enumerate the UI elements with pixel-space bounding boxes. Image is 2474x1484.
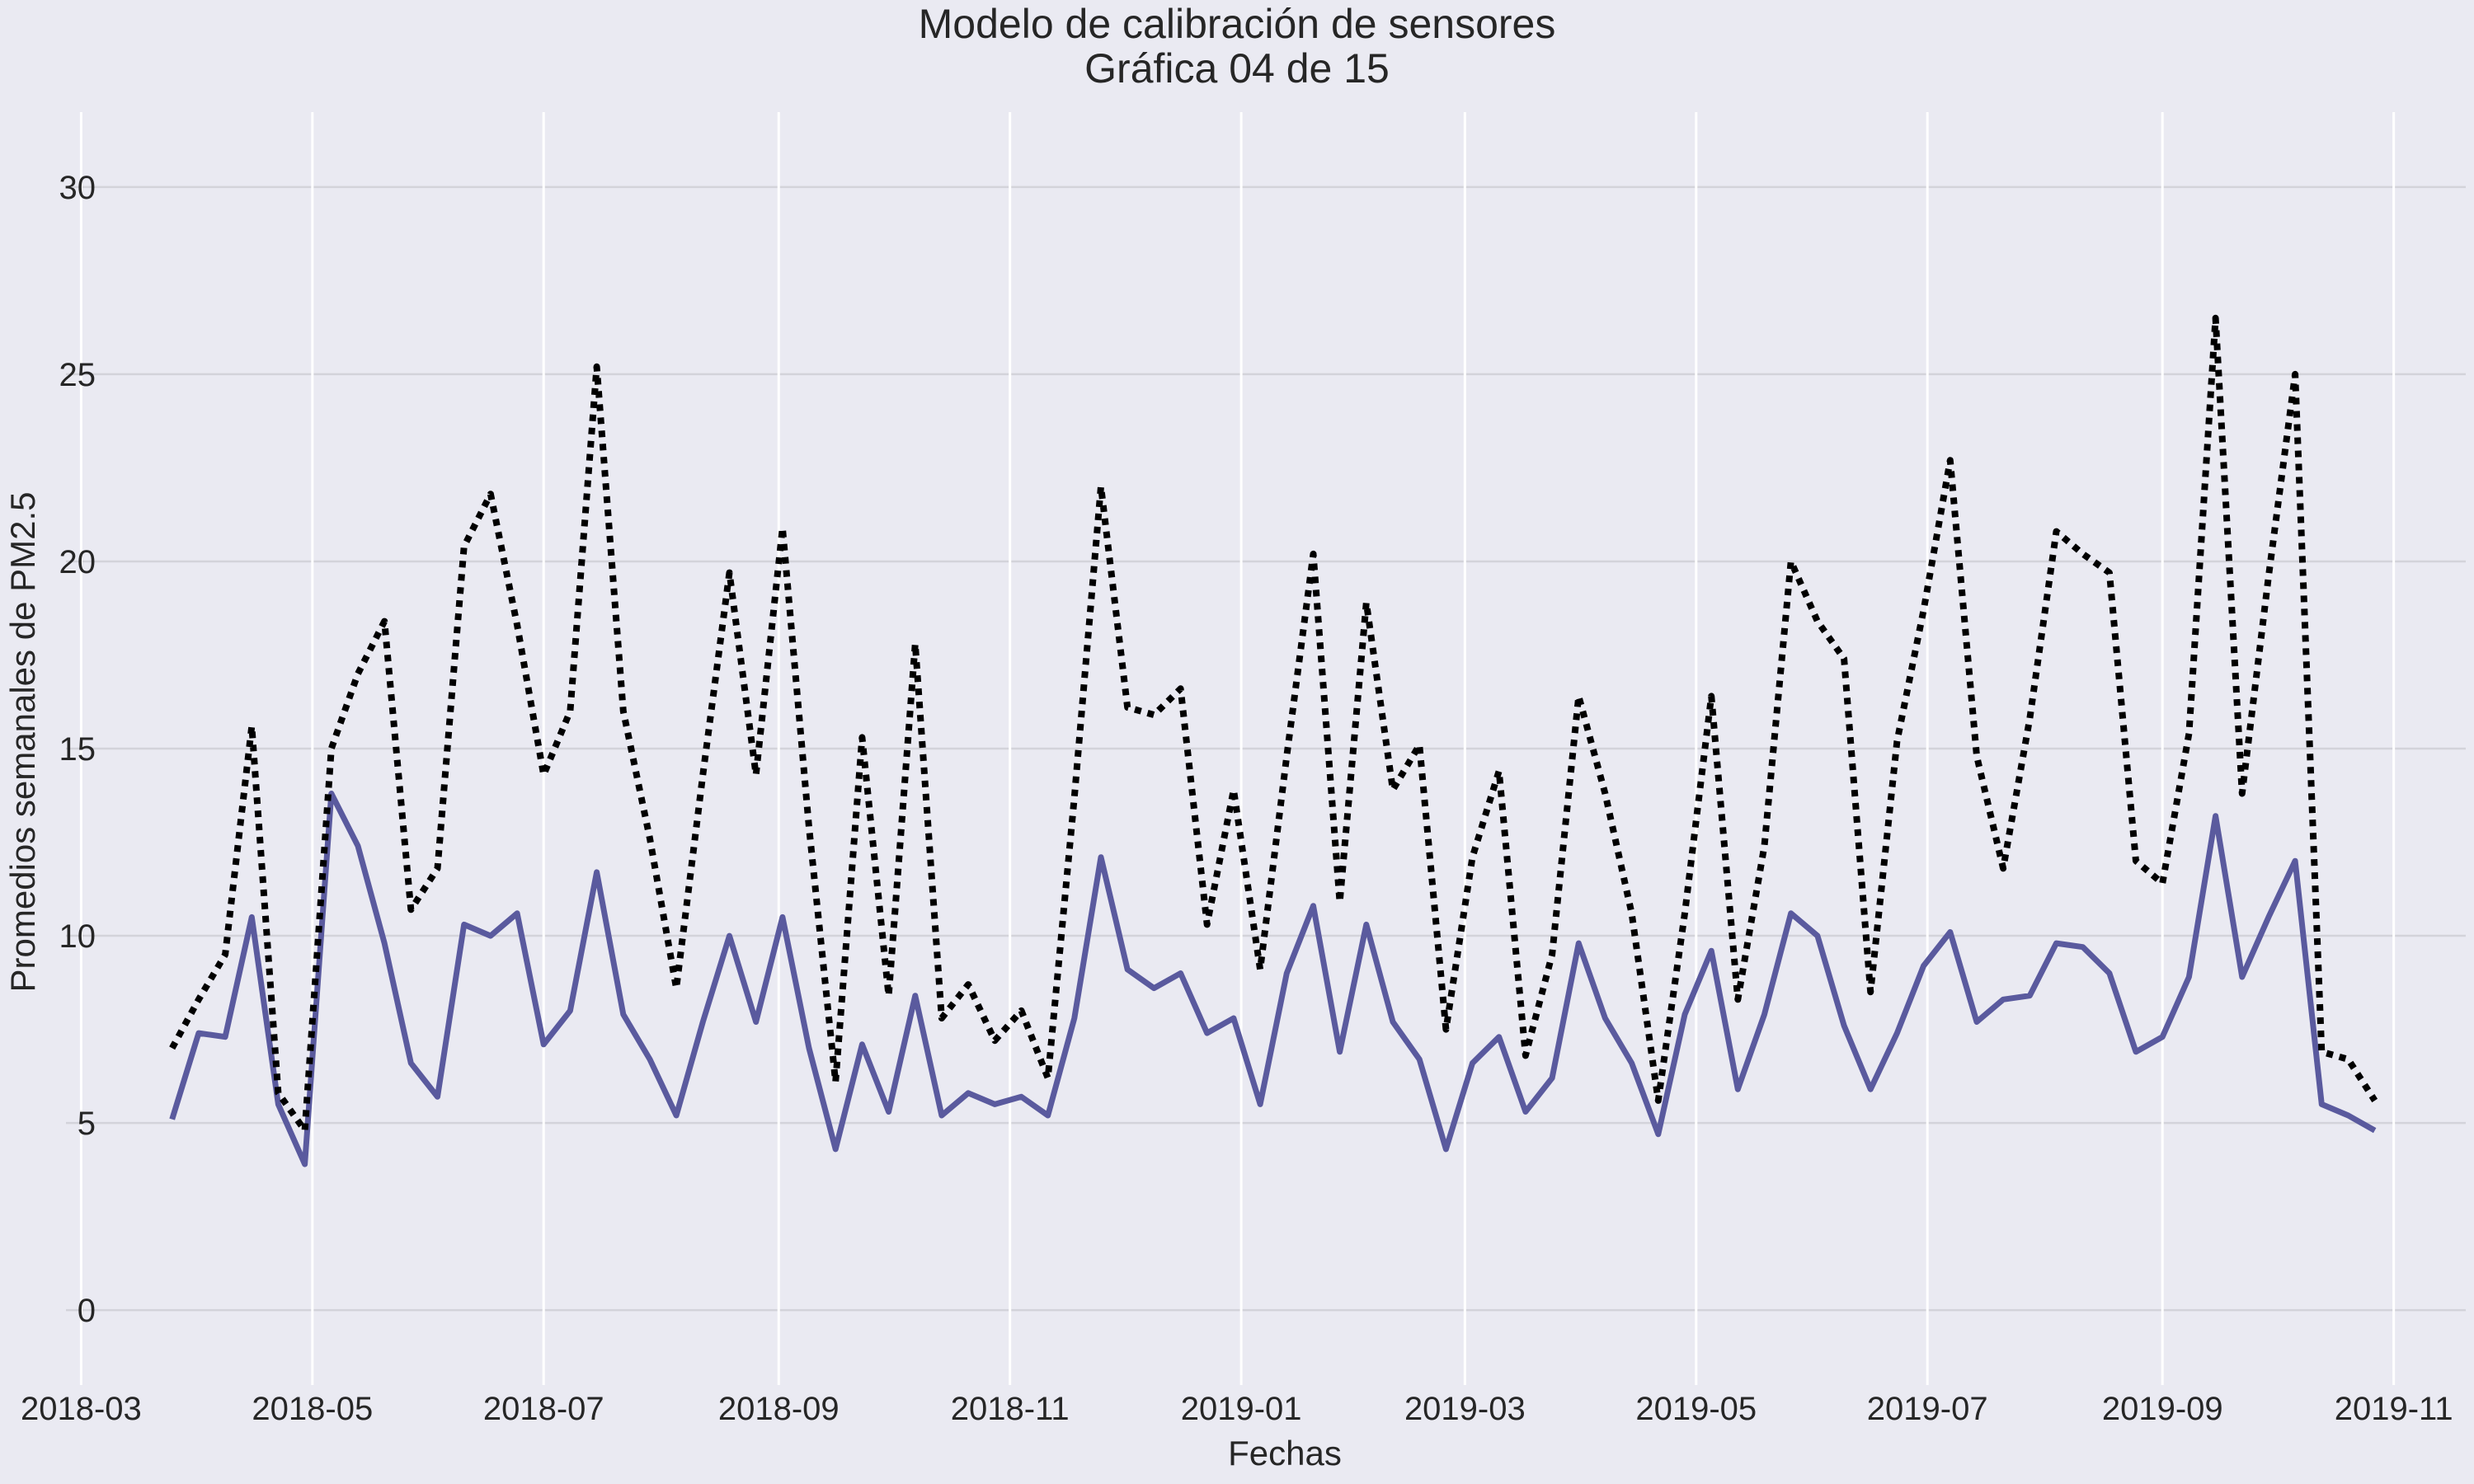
- y-tick-label: 30: [59, 170, 96, 206]
- y-tick-label: 20: [59, 544, 96, 580]
- solid-series-line: [169, 791, 2377, 1167]
- x-tick-label: 2019-05: [1635, 1391, 1757, 1427]
- x-tick-label: 2018-09: [718, 1391, 840, 1427]
- y-tick-label: 0: [78, 1293, 96, 1329]
- x-tick-label: 2018-03: [21, 1391, 142, 1427]
- x-axis-label: Fechas: [1228, 1434, 1342, 1472]
- grid-layer: [66, 112, 2466, 1385]
- y-tick-label: 15: [59, 731, 96, 768]
- dotted-series-line: [169, 314, 2378, 1134]
- y-tick-label: 25: [59, 357, 96, 393]
- tick-label-layer: 0 5 10 15 20 25 30 2018-03 2018-05 2018-07 2018-09…: [21, 170, 2453, 1427]
- x-tick-label: 2019-03: [1404, 1391, 1526, 1427]
- y-tick-label: 5: [78, 1106, 96, 1142]
- x-tick-label: 2018-05: [252, 1391, 373, 1427]
- x-tick-label: 2019-01: [1181, 1391, 1302, 1427]
- x-tick-label: 2018-07: [483, 1391, 604, 1427]
- x-tick-label: 2018-11: [951, 1391, 1070, 1427]
- series-layer: [169, 314, 2378, 1167]
- y-axis-label: Promedios semanales de PM2.5: [3, 492, 42, 993]
- x-tick-label: 2019-07: [1867, 1391, 1988, 1427]
- x-tick-label: 2019-09: [2102, 1391, 2223, 1427]
- chart-subtitle: Gráfica 04 de 15: [1084, 45, 1390, 92]
- chart-title: Modelo de calibración de sensores: [919, 1, 1556, 47]
- x-tick-label: 2019-11: [2335, 1391, 2453, 1427]
- y-tick-label: 10: [59, 918, 96, 955]
